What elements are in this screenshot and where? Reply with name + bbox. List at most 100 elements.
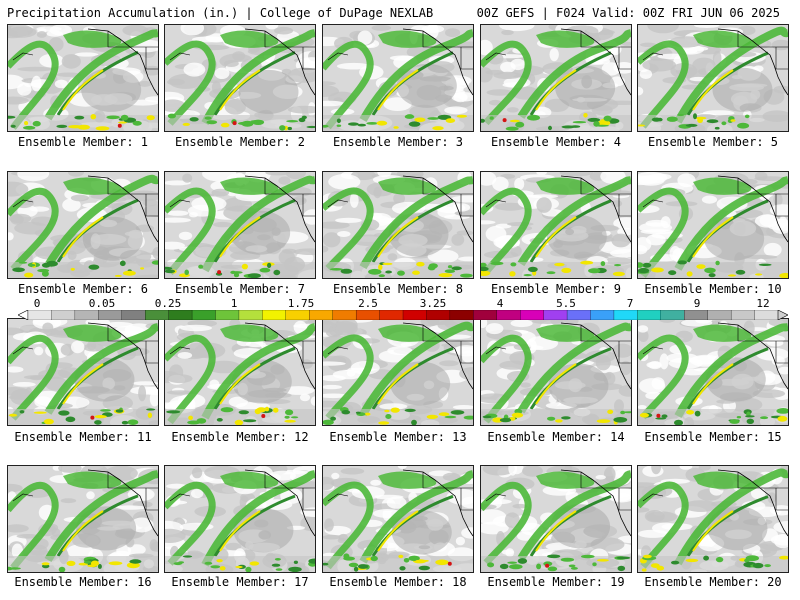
ensemble-member-label: Ensemble Member: 11 bbox=[14, 430, 152, 444]
colorbar-swatch bbox=[168, 310, 193, 320]
ensemble-member-label: Ensemble Member: 12 bbox=[171, 430, 309, 444]
colorbar-swatch bbox=[496, 310, 521, 320]
precip-map-graphic bbox=[638, 172, 788, 278]
ensemble-member-label: Ensemble Member: 1 bbox=[17, 135, 149, 149]
ensemble-member-map bbox=[322, 318, 474, 426]
precipitation-colorbar bbox=[18, 310, 788, 320]
ensemble-member-map bbox=[637, 171, 789, 279]
colorbar-tick-label: 1 bbox=[230, 297, 238, 310]
precip-map-graphic bbox=[481, 25, 631, 131]
ensemble-member-label: Ensemble Member: 20 bbox=[644, 575, 782, 589]
colorbar-tick-label: 0.25 bbox=[154, 297, 182, 310]
colorbar-swatch bbox=[754, 310, 779, 320]
map-title: Precipitation Accumulation (in.) | Colle… bbox=[7, 6, 434, 20]
precip-map-graphic bbox=[165, 319, 315, 425]
colorbar-swatch bbox=[238, 310, 263, 320]
ensemble-member-label: Ensemble Member: 19 bbox=[487, 575, 625, 589]
precip-map-graphic bbox=[481, 319, 631, 425]
ensemble-member-map bbox=[164, 465, 316, 573]
ensemble-member-map bbox=[7, 171, 159, 279]
ensemble-member-label: Ensemble Member: 17 bbox=[171, 575, 309, 589]
precip-map-graphic bbox=[323, 466, 473, 572]
ensemble-member-map bbox=[480, 318, 632, 426]
colorbar-tick-label: 12 bbox=[756, 297, 770, 310]
colorbar-swatch bbox=[426, 310, 451, 320]
ensemble-member-label: Ensemble Member: 16 bbox=[14, 575, 152, 589]
ensemble-member-map bbox=[322, 465, 474, 573]
colorbar-swatch bbox=[543, 310, 568, 320]
ensemble-member-label: Ensemble Member: 8 bbox=[332, 282, 464, 296]
colorbar-swatch bbox=[613, 310, 638, 320]
ensemble-member-map bbox=[480, 171, 632, 279]
colorbar-swatch bbox=[121, 310, 146, 320]
colorbar-tick-label: 3.25 bbox=[419, 297, 447, 310]
precip-map-graphic bbox=[323, 25, 473, 131]
precip-map-graphic bbox=[323, 172, 473, 278]
ensemble-member-label: Ensemble Member: 10 bbox=[644, 282, 782, 296]
colorbar-swatch bbox=[684, 310, 709, 320]
ensemble-member-map bbox=[322, 24, 474, 132]
colorbar-swatch bbox=[332, 310, 357, 320]
precip-map-graphic bbox=[8, 172, 158, 278]
colorbar-swatch bbox=[309, 310, 334, 320]
ensemble-member-map bbox=[7, 465, 159, 573]
ensemble-member-map bbox=[637, 465, 789, 573]
ensemble-member-label: Ensemble Member: 9 bbox=[490, 282, 622, 296]
ensemble-member-map bbox=[7, 24, 159, 132]
colorbar-swatch bbox=[27, 310, 52, 320]
colorbar-swatch bbox=[566, 310, 591, 320]
colorbar-swatch bbox=[473, 310, 498, 320]
precip-map-graphic bbox=[8, 319, 158, 425]
colorbar-swatch bbox=[660, 310, 685, 320]
colorbar-swatch bbox=[707, 310, 732, 320]
precip-map-graphic bbox=[165, 466, 315, 572]
colorbar-tick-label: 4 bbox=[496, 297, 504, 310]
precip-map-graphic bbox=[638, 25, 788, 131]
colorbar-swatch bbox=[449, 310, 474, 320]
colorbar-tick-label: 0 bbox=[33, 297, 41, 310]
colorbar-swatch bbox=[379, 310, 404, 320]
ensemble-member-label: Ensemble Member: 18 bbox=[329, 575, 467, 589]
ensemble-member-map bbox=[637, 318, 789, 426]
precip-map-graphic bbox=[165, 172, 315, 278]
colorbar-swatch bbox=[98, 310, 123, 320]
ensemble-member-label: Ensemble Member: 14 bbox=[487, 430, 625, 444]
ensemble-member-label: Ensemble Member: 13 bbox=[329, 430, 467, 444]
ensemble-member-map bbox=[480, 465, 632, 573]
colorbar-swatch bbox=[145, 310, 170, 320]
colorbar-swatch bbox=[402, 310, 427, 320]
colorbar-swatch bbox=[285, 310, 310, 320]
colorbar-swatch bbox=[637, 310, 662, 320]
colorbar-swatch bbox=[51, 310, 76, 320]
ensemble-member-map bbox=[7, 318, 159, 426]
colorbar-tick-label: 0.05 bbox=[88, 297, 116, 310]
colorbar-swatch bbox=[262, 310, 287, 320]
colorbar-tick-label: 9 bbox=[693, 297, 701, 310]
ensemble-member-label: Ensemble Member: 15 bbox=[644, 430, 782, 444]
colorbar-swatch bbox=[590, 310, 615, 320]
colorbar-swatch bbox=[355, 310, 381, 320]
colorbar-tick-label: 1.75 bbox=[287, 297, 315, 310]
precip-map-graphic bbox=[481, 172, 631, 278]
ensemble-member-map bbox=[637, 24, 789, 132]
ensemble-member-map bbox=[164, 24, 316, 132]
precip-map-graphic bbox=[8, 466, 158, 572]
colorbar-tick-label: 2.5 bbox=[358, 297, 378, 310]
ensemble-member-map bbox=[164, 318, 316, 426]
ensemble-member-map bbox=[480, 24, 632, 132]
colorbar-swatch bbox=[730, 310, 756, 320]
ensemble-member-map bbox=[322, 171, 474, 279]
colorbar-tick-label: 5.5 bbox=[556, 297, 576, 310]
colorbar-swatch bbox=[191, 310, 216, 320]
ensemble-member-label: Ensemble Member: 2 bbox=[174, 135, 306, 149]
ensemble-member-label: Ensemble Member: 5 bbox=[647, 135, 779, 149]
ensemble-member-label: Ensemble Member: 4 bbox=[490, 135, 622, 149]
precip-map-graphic bbox=[638, 466, 788, 572]
precip-map-graphic bbox=[638, 319, 788, 425]
precip-map-graphic bbox=[8, 25, 158, 131]
precip-map-graphic bbox=[165, 25, 315, 131]
ensemble-member-map bbox=[164, 171, 316, 279]
colorbar-tick-label: 7 bbox=[626, 297, 634, 310]
colorbar-swatch bbox=[74, 310, 99, 320]
precip-map-graphic bbox=[481, 466, 631, 572]
